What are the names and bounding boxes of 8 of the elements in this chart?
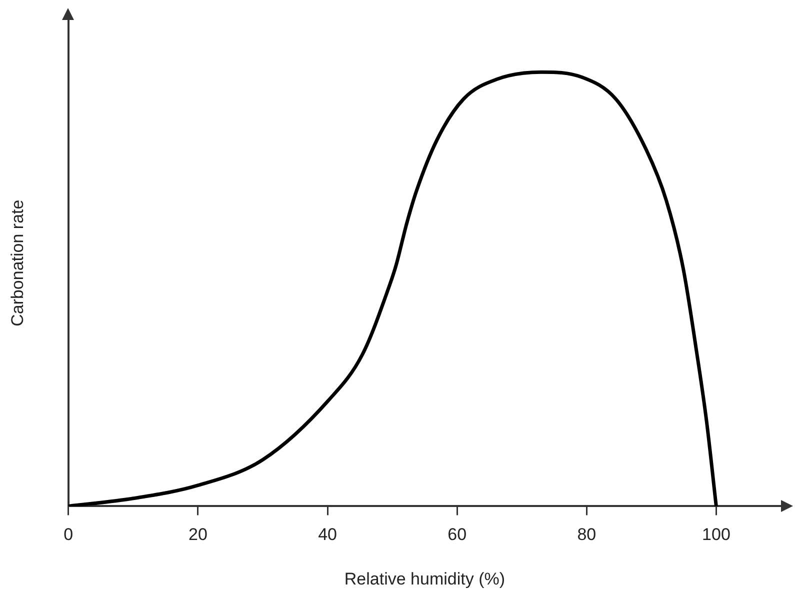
- y-axis-title: Carbonation rate: [8, 200, 27, 326]
- x-axis-title: Relative humidity (%): [344, 569, 506, 588]
- x-tick-label: 40: [318, 525, 337, 544]
- x-tick-label: 100: [702, 525, 730, 544]
- x-tick-label: 80: [577, 525, 596, 544]
- x-tick-label: 0: [64, 525, 74, 544]
- x-tick-label: 60: [448, 525, 467, 544]
- x-tick-label: 20: [188, 525, 208, 544]
